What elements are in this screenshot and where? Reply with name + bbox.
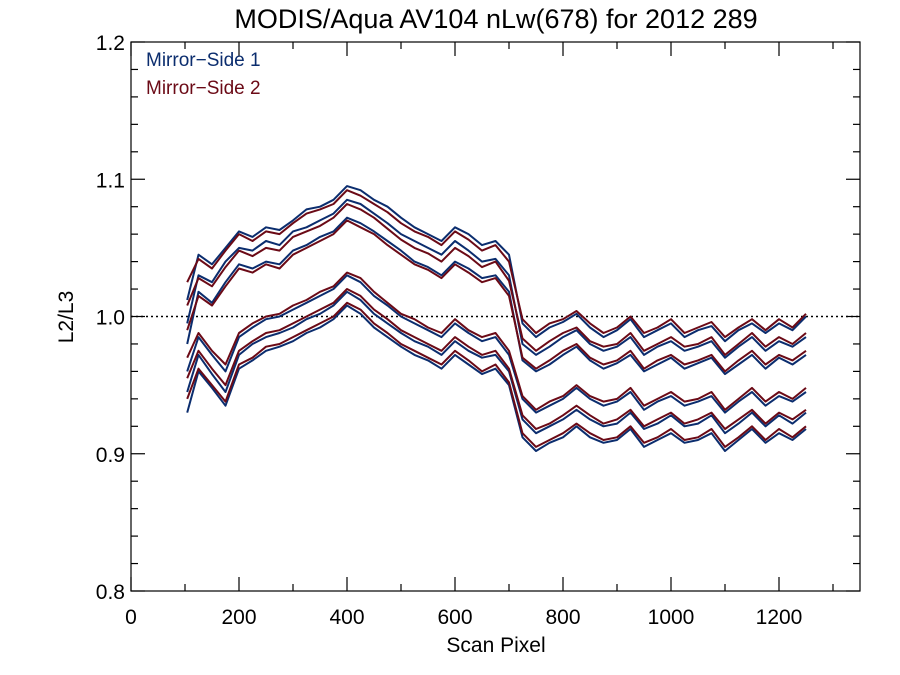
y-tick-label: 0.9 (96, 444, 125, 467)
y-tick-label: 1.0 (96, 307, 125, 330)
series-line-3 (186, 216, 807, 376)
series-line-10 (186, 271, 807, 411)
y-tick-label: 0.8 (96, 581, 125, 604)
series-line-9 (186, 219, 807, 373)
series-layer (186, 185, 807, 452)
axis-ticks (130, 41, 860, 592)
series-line-5 (186, 290, 807, 435)
legend-entry-mirror-side-1: Mirror−Side 1 (146, 50, 261, 71)
series-line-8 (186, 203, 807, 356)
tick-labels: 0 200 400 600 800 1000 1200 0.8 0.9 1.0 1.1 1.2 (96, 32, 803, 629)
x-tick-label: 1200 (756, 606, 803, 629)
series-line-1 (186, 185, 807, 343)
y-tick-label: 1.2 (96, 32, 125, 55)
series-line-11 (186, 288, 807, 430)
x-tick-label: 200 (221, 606, 256, 629)
x-axis-label: Scan Pixel (446, 634, 545, 657)
x-tick-label: 400 (329, 606, 364, 629)
x-tick-label: 1000 (648, 606, 695, 629)
y-tick-label: 1.1 (96, 169, 125, 192)
x-tick-label: 0 (125, 606, 137, 629)
series-line-4 (186, 274, 807, 414)
series-line-2 (186, 198, 807, 359)
legend: Mirror−Side 1 Mirror−Side 2 (146, 50, 261, 99)
series-line-6 (186, 304, 807, 452)
chart-title: MODIS/Aqua AV104 nLw(678) for 2012 289 (234, 4, 757, 34)
x-tick-label: 600 (437, 606, 472, 629)
series-line-7 (186, 189, 807, 339)
plot-frame (130, 41, 861, 592)
x-tick-label: 800 (545, 606, 580, 629)
y-axis-label: L2/L3 (55, 291, 78, 344)
series-line-12 (186, 301, 807, 448)
legend-entry-mirror-side-2: Mirror−Side 2 (146, 78, 261, 99)
